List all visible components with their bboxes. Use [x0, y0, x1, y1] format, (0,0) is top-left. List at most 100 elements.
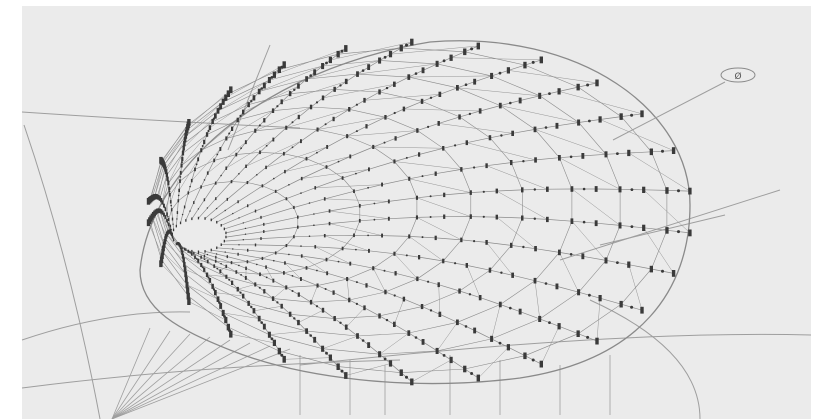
- mesh-node: [187, 249, 190, 253]
- mesh-node: [161, 249, 165, 256]
- mesh-node: [442, 258, 445, 264]
- mesh-node: [160, 198, 163, 203]
- mesh-node: [521, 187, 524, 193]
- mesh-sub-node: [220, 174, 222, 177]
- mesh-node: [402, 296, 406, 302]
- mesh-brace-line: [324, 235, 370, 252]
- mesh-node: [179, 221, 182, 225]
- mesh-node: [271, 108, 275, 113]
- mesh-node: [169, 200, 172, 204]
- mesh-node: [260, 215, 262, 219]
- mesh-brace-line: [151, 216, 165, 246]
- mesh-node: [415, 215, 418, 220]
- mesh-node: [166, 176, 169, 181]
- mesh-node: [272, 278, 275, 283]
- mesh-node: [420, 304, 424, 310]
- mesh-brace-line: [310, 285, 318, 303]
- mesh-node: [688, 229, 692, 237]
- mesh-brace-line: [394, 161, 462, 170]
- mesh-node: [223, 227, 225, 231]
- mesh-node: [183, 261, 186, 267]
- mesh-node: [283, 151, 285, 156]
- mesh-node: [300, 254, 303, 258]
- mesh-node: [316, 127, 319, 132]
- mesh-sub-node: [216, 267, 219, 270]
- mesh-node: [604, 257, 608, 264]
- mesh-sub-node: [324, 123, 327, 126]
- mesh-sub-node: [586, 83, 590, 87]
- mesh-node: [305, 76, 308, 82]
- mesh-node: [181, 156, 184, 162]
- mesh-node: [252, 308, 256, 314]
- mesh-sub-node: [442, 354, 446, 357]
- mesh-node: [353, 189, 355, 193]
- mesh-node: [368, 248, 370, 253]
- mesh-node: [252, 95, 256, 101]
- mesh-ring-line: [149, 47, 668, 374]
- mesh-node: [557, 88, 561, 95]
- mesh-brace-line: [409, 236, 444, 262]
- mesh-brace-line: [346, 307, 365, 328]
- mesh-brace-line: [284, 156, 351, 172]
- mesh-sub-node: [250, 100, 253, 103]
- mesh-brace-line: [162, 251, 186, 275]
- mesh-brace-line: [165, 139, 186, 172]
- mesh-node: [372, 144, 375, 149]
- mesh-node: [346, 134, 349, 139]
- mesh-node: [181, 250, 184, 255]
- mesh-sub-node: [228, 278, 231, 281]
- mesh-sub-node: [180, 161, 183, 164]
- mesh-brace-line: [215, 292, 244, 297]
- mesh-node: [469, 214, 472, 219]
- mesh-node: [332, 290, 335, 295]
- mesh-brace-line: [394, 253, 418, 279]
- mesh-sub-node: [337, 260, 340, 263]
- mesh-node: [297, 215, 299, 219]
- mesh-node: [297, 114, 300, 120]
- mesh-node: [263, 118, 266, 123]
- mesh-node: [410, 38, 414, 46]
- mesh-node: [349, 261, 352, 266]
- mesh-sub-node: [160, 200, 163, 203]
- mesh-node: [226, 323, 230, 331]
- mesh-brace-line: [559, 157, 621, 190]
- mesh-sub-node: [207, 129, 210, 133]
- mesh-brace-line: [265, 267, 274, 281]
- mesh-sub-node: [187, 122, 191, 126]
- mesh-sub-node: [661, 269, 664, 273]
- mesh-brace-line: [628, 264, 643, 311]
- mesh-node: [216, 108, 220, 114]
- mesh-brace-line: [164, 241, 184, 261]
- mesh-brace-line: [182, 255, 202, 266]
- mesh-node: [204, 217, 206, 220]
- mesh-brace-line: [379, 332, 409, 355]
- mesh-node: [407, 74, 411, 80]
- mesh-node: [309, 299, 313, 305]
- mesh-sub-node: [238, 244, 240, 246]
- mesh-node: [176, 211, 179, 214]
- mesh-sub-node: [324, 288, 327, 290]
- mesh-sub-node: [206, 207, 209, 209]
- mesh-node: [344, 324, 348, 330]
- mesh-sub-node: [215, 207, 218, 210]
- mesh-node: [416, 276, 419, 282]
- mesh-brace-line: [237, 284, 256, 290]
- mesh-brace-line: [466, 142, 536, 161]
- mesh-node: [180, 247, 183, 252]
- mesh-node: [225, 235, 227, 239]
- mesh-node: [274, 189, 277, 193]
- mesh-brace-line: [486, 165, 548, 190]
- mesh-node: [203, 267, 206, 272]
- mesh-node: [309, 104, 313, 110]
- mesh-node: [179, 170, 182, 175]
- ground-fan-line: [111, 336, 211, 419]
- mesh-sub-node: [181, 213, 184, 216]
- mesh-node: [300, 176, 303, 181]
- mesh-node: [263, 289, 266, 294]
- mesh-node: [219, 303, 223, 309]
- mesh-sub-node: [367, 234, 369, 237]
- ground-grid-line: [227, 44, 271, 151]
- mesh-node: [204, 250, 206, 253]
- mesh-brace-line: [217, 79, 270, 112]
